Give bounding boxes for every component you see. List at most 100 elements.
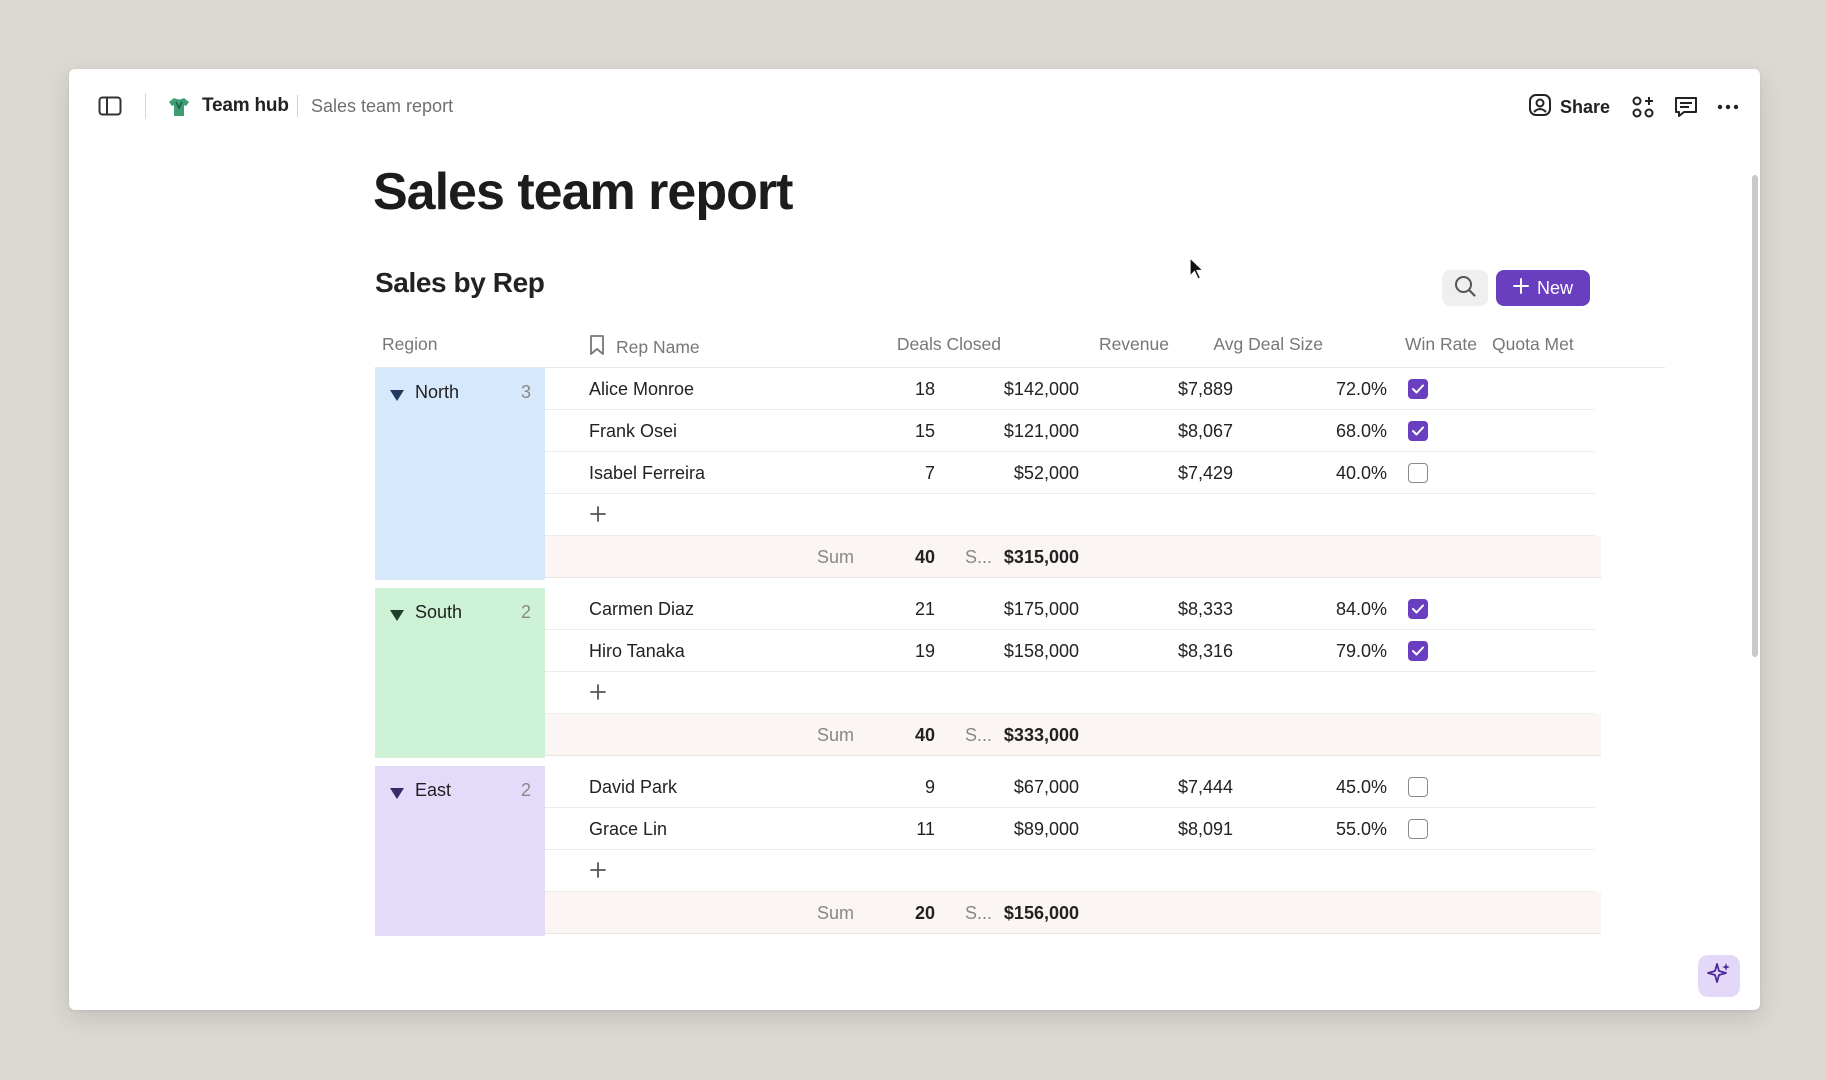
revenue-cell[interactable]: $89,000 <box>1013 819 1079 839</box>
deals-closed-cell[interactable]: 21 <box>914 599 935 619</box>
shirt-logo-icon <box>167 95 191 119</box>
breadcrumb-team-hub[interactable]: Team hub <box>202 95 289 116</box>
region-count: 3 <box>520 382 531 402</box>
deals-closed-cell[interactable]: 18 <box>914 379 935 399</box>
column-header-revenue[interactable]: Revenue <box>1098 334 1169 354</box>
deals-closed-cell[interactable]: 15 <box>914 421 935 441</box>
region-toggle[interactable]: South 2 <box>389 602 531 623</box>
table-row[interactable]: Carmen Diaz 21 $175,000 $8,333 84.0% <box>545 588 1595 630</box>
region-group: North 3 Alice Monroe 18 $142,000 $7,889 72.0% F… <box>375 368 1672 580</box>
plus-icon <box>1512 277 1529 299</box>
table-row[interactable]: Hiro Tanaka 19 $158,000 $8,316 79.0% <box>545 630 1595 672</box>
sum-revenue-value: $315,000 <box>1003 547 1079 567</box>
quota-checkbox-unchecked[interactable] <box>1408 777 1428 797</box>
revenue-cell[interactable]: $175,000 <box>1003 599 1079 619</box>
rep-name-cell[interactable]: Carmen Diaz <box>589 599 695 619</box>
avg-deal-size-cell[interactable]: $8,316 <box>1177 641 1233 661</box>
search-icon <box>1454 275 1476 302</box>
revenue-cell[interactable]: $158,000 <box>1003 641 1079 661</box>
column-header-avg-deal-size[interactable]: Avg Deal Size <box>1213 334 1323 354</box>
share-button[interactable]: Share <box>1528 93 1610 121</box>
deals-closed-cell[interactable]: 11 <box>916 819 935 839</box>
region-toggle[interactable]: North 3 <box>389 382 531 403</box>
new-button[interactable]: New <box>1496 270 1590 306</box>
app-window: Team hub Sales team report Share Sales t… <box>69 69 1760 1010</box>
sum-revenue-value: $156,000 <box>1003 903 1079 923</box>
database-title[interactable]: Sales by Rep <box>375 267 545 298</box>
sparkle-icon <box>1706 961 1732 992</box>
quota-checkbox-checked[interactable] <box>1408 379 1428 399</box>
sum-revenue-value: $333,000 <box>1003 725 1079 745</box>
table-row[interactable]: Frank Osei 15 $121,000 $8,067 68.0% <box>545 410 1595 452</box>
apps-plus-icon[interactable] <box>1629 93 1657 121</box>
sum-label[interactable]: Sum <box>817 903 855 923</box>
win-rate-cell[interactable]: 40.0% <box>1335 463 1387 483</box>
quota-checkbox-unchecked[interactable] <box>1408 463 1428 483</box>
comment-icon[interactable] <box>1672 93 1700 121</box>
page-title[interactable]: Sales team report <box>373 163 793 221</box>
avg-deal-size-cell[interactable]: $7,444 <box>1177 777 1233 797</box>
top-bar: Team hub Sales team report Share <box>69 69 1760 143</box>
avg-deal-size-cell[interactable]: $8,091 <box>1177 819 1233 839</box>
table-row[interactable]: Alice Monroe 18 $142,000 $7,889 72.0% <box>545 368 1595 410</box>
sum-label[interactable]: Sum <box>817 547 855 567</box>
toolbar-divider <box>145 93 146 119</box>
region-cell: East 2 <box>375 766 545 936</box>
quota-checkbox-checked[interactable] <box>1408 421 1428 441</box>
rep-name-cell[interactable]: Grace Lin <box>589 819 668 839</box>
deals-closed-cell[interactable]: 19 <box>914 641 935 661</box>
deals-closed-cell[interactable]: 9 <box>924 777 935 797</box>
ai-assistant-button[interactable] <box>1698 955 1740 997</box>
win-rate-cell[interactable]: 68.0% <box>1335 421 1387 441</box>
revenue-cell[interactable]: $121,000 <box>1003 421 1079 441</box>
collapse-triangle-icon <box>389 386 405 401</box>
win-rate-cell[interactable]: 45.0% <box>1335 777 1387 797</box>
collapse-triangle-icon <box>389 784 405 799</box>
column-header-region[interactable]: Region <box>382 334 438 354</box>
avg-deal-size-cell[interactable]: $8,067 <box>1177 421 1233 441</box>
deals-closed-cell[interactable]: 7 <box>924 463 935 483</box>
column-header-rep-name[interactable]: Rep Name <box>588 334 700 361</box>
add-row-button[interactable] <box>545 672 1595 714</box>
avg-deal-size-cell[interactable]: $8,333 <box>1177 599 1233 619</box>
revenue-cell[interactable]: $142,000 <box>1003 379 1079 399</box>
avg-deal-size-cell[interactable]: $7,889 <box>1177 379 1233 399</box>
column-header-win-rate[interactable]: Win Rate <box>1405 334 1477 354</box>
rep-name-cell[interactable]: Isabel Ferreira <box>589 463 706 483</box>
add-row-button[interactable] <box>545 850 1595 892</box>
table-row[interactable]: David Park 9 $67,000 $7,444 45.0% <box>545 766 1595 808</box>
region-toggle[interactable]: East 2 <box>389 780 531 801</box>
rep-name-cell[interactable]: Frank Osei <box>589 421 678 441</box>
quota-checkbox-unchecked[interactable] <box>1408 819 1428 839</box>
win-rate-cell[interactable]: 72.0% <box>1335 379 1387 399</box>
column-header-quota-met[interactable]: Quota Met <box>1492 334 1574 354</box>
sum-revenue-label[interactable]: S... <box>965 903 993 923</box>
vertical-scrollbar[interactable] <box>1752 175 1758 657</box>
sum-label[interactable]: Sum <box>817 725 855 745</box>
header-divider <box>375 367 1665 368</box>
revenue-cell[interactable]: $52,000 <box>1013 463 1079 483</box>
column-header-deals-closed[interactable]: Deals Closed <box>896 334 1001 354</box>
quota-checkbox-checked[interactable] <box>1408 599 1428 619</box>
table-row[interactable]: Grace Lin 11 $89,000 $8,091 55.0% <box>545 808 1595 850</box>
add-row-button[interactable] <box>545 494 1595 536</box>
sum-revenue-label[interactable]: S... <box>965 725 993 745</box>
avg-deal-size-cell[interactable]: $7,429 <box>1177 463 1233 483</box>
rep-name-cell[interactable]: Hiro Tanaka <box>589 641 685 661</box>
rep-name-cell[interactable]: Alice Monroe <box>589 379 695 399</box>
breadcrumb-current-page[interactable]: Sales team report <box>311 96 454 116</box>
sidebar-toggle-icon[interactable] <box>97 95 123 117</box>
more-horizontal-icon[interactable] <box>1714 93 1742 121</box>
table-row[interactable]: Isabel Ferreira 7 $52,000 $7,429 40.0% <box>545 452 1595 494</box>
mouse-cursor-icon <box>1189 256 1205 281</box>
rep-name-cell[interactable]: David Park <box>589 777 678 797</box>
sum-revenue-label[interactable]: S... <box>965 547 993 567</box>
win-rate-cell[interactable]: 55.0% <box>1335 819 1387 839</box>
win-rate-cell[interactable]: 84.0% <box>1335 599 1387 619</box>
bookmark-icon <box>588 334 606 361</box>
search-button[interactable] <box>1442 270 1488 306</box>
region-label: East <box>415 780 452 800</box>
quota-checkbox-checked[interactable] <box>1408 641 1428 661</box>
revenue-cell[interactable]: $67,000 <box>1013 777 1079 797</box>
win-rate-cell[interactable]: 79.0% <box>1335 641 1387 661</box>
